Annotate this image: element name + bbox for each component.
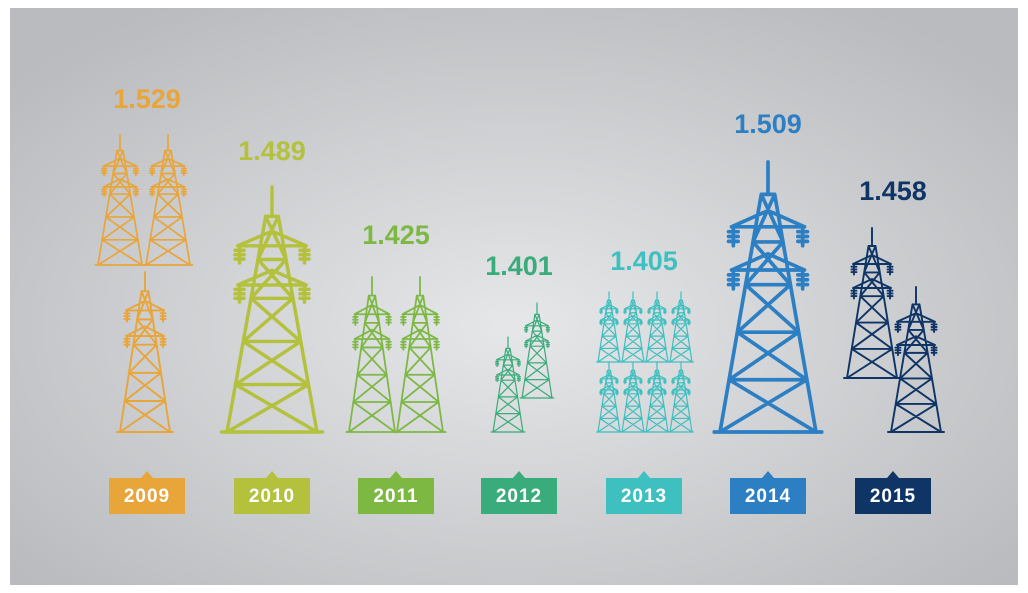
tower-group [345,276,447,433]
value-label: 1.529 [113,84,181,114]
value-label: 1.458 [859,176,927,206]
year-box [606,471,682,514]
tower-icon [596,291,622,363]
tower-group [219,185,325,434]
tower-icon [644,291,670,363]
tower-icon [596,361,622,433]
tower-icon [142,134,194,266]
tower-icon [490,336,526,433]
tower-group [94,134,194,433]
value-label: 1.401 [485,251,553,281]
tower-icon [620,291,646,363]
year-label: 2014 [745,486,791,507]
tower-icon [668,361,694,433]
tower-group [712,160,824,434]
tower-group [490,302,555,433]
year-box [234,471,310,514]
tower-icon [519,302,555,399]
value-label: 1.509 [734,109,802,139]
tower-icon [345,276,399,433]
year-label: 2009 [124,486,170,507]
tower-icon [219,185,325,434]
tower-icon [620,361,646,433]
tower-icon [712,160,824,434]
value-label: 1.425 [362,220,430,250]
year-label: 2015 [870,486,916,507]
tower-icon [393,276,447,433]
year-box [109,471,185,514]
year-box [730,471,806,514]
tower-group [843,227,945,433]
year-label: 2013 [621,486,667,507]
year-label: 2010 [249,486,295,507]
tower-icon [116,271,174,433]
tower-icon [843,227,901,379]
tower-icon [644,361,670,433]
year-box [358,471,434,514]
year-box [855,471,931,514]
year-box [481,471,557,514]
tower-icon [94,134,146,266]
value-label: 1.405 [610,246,678,276]
tower-icon [668,291,694,363]
value-label: 1.489 [238,136,306,166]
year-label: 2011 [373,486,418,507]
year-label: 2012 [496,486,542,507]
tower-group [596,291,694,433]
tower-icon [887,286,945,433]
